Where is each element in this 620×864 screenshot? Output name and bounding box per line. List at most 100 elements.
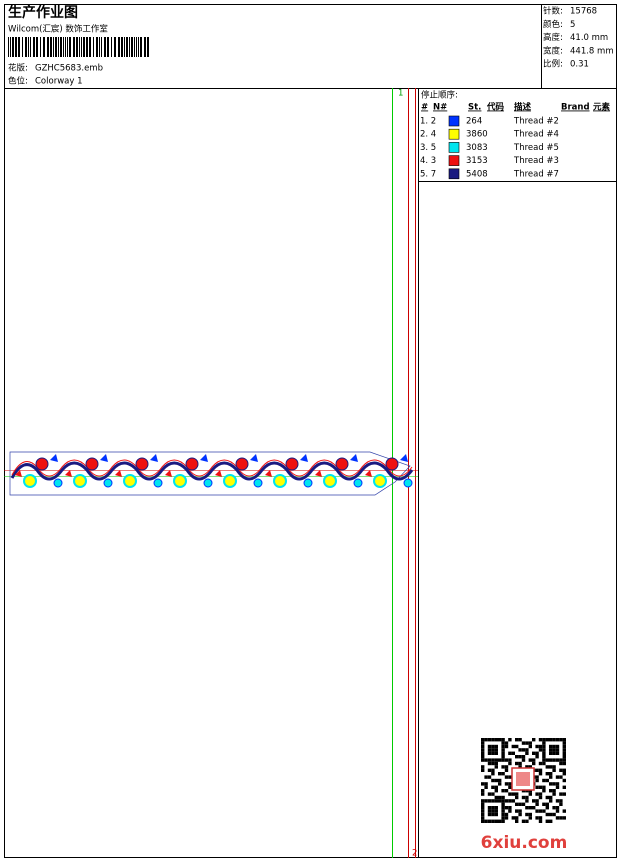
qr-cell [549, 765, 553, 769]
qr-cell [515, 755, 519, 759]
qr-cell [538, 816, 543, 820]
qr-cell [494, 795, 498, 800]
stat-value: 441.8 mm [570, 46, 614, 56]
qr-cell [498, 819, 502, 823]
stat-value: 15768 [570, 7, 597, 17]
qr-cell [491, 744, 495, 749]
qr-cell [528, 765, 532, 769]
qr-cell [545, 738, 549, 742]
qr-cell [491, 799, 495, 803]
qr-cell [491, 761, 495, 766]
qr-cell [504, 744, 509, 749]
column-header: St. [468, 103, 481, 113]
swirl [223, 474, 237, 488]
qr-cell [481, 809, 485, 813]
qr-cell [501, 751, 505, 755]
qr-cell [481, 744, 485, 749]
qr-cell [481, 738, 485, 742]
bar [126, 37, 128, 57]
swirl [85, 457, 99, 471]
qr-cell [562, 792, 566, 796]
qr-cell [525, 795, 529, 800]
qr-cell [501, 748, 505, 752]
qr-cell [521, 795, 526, 800]
qr-cell [521, 741, 526, 745]
swirl [303, 478, 313, 488]
qr-cell [515, 802, 519, 806]
qr-cell [528, 744, 532, 749]
qr-cell [562, 744, 566, 749]
qr-cell [508, 785, 512, 789]
qr-cell [484, 782, 488, 786]
qr-cell [552, 758, 556, 762]
qr-cell [487, 738, 492, 742]
colorway-label: 色位: [8, 76, 28, 87]
bar [76, 37, 78, 57]
qr-cell [532, 738, 536, 742]
qr-cell [481, 802, 485, 806]
swirl [153, 478, 163, 488]
qr-cell [498, 778, 502, 783]
swirl [35, 457, 49, 471]
qr-cell [562, 816, 566, 820]
qr-cell [494, 748, 498, 752]
thread-description: Thread #4 [513, 130, 559, 140]
stat-label: 颜色: [543, 19, 563, 30]
qr-cell [515, 795, 519, 800]
qr-cell [494, 819, 498, 823]
qr-cell [538, 748, 543, 752]
leaf [200, 454, 208, 462]
qr-cell [562, 758, 566, 762]
stop-title: 停止顺序: [421, 90, 458, 101]
qr-cell [501, 806, 505, 810]
qr-cell [494, 751, 498, 755]
qr-cell [511, 816, 515, 820]
qr-cell [491, 738, 495, 742]
qr-cell [559, 802, 563, 806]
qr-cell [535, 799, 539, 803]
qr-cell [549, 758, 553, 762]
qr-cell [481, 755, 485, 759]
qr-cell [487, 758, 492, 762]
qr-cell [481, 768, 485, 772]
qr-cell [494, 738, 498, 742]
qr-cell [549, 789, 553, 793]
qr-cell [552, 812, 556, 817]
qr-cell [498, 758, 502, 762]
file-name: GZHC5683.emb [35, 64, 103, 74]
qr-cell [552, 748, 556, 752]
swirl [403, 478, 413, 488]
qr-cell [542, 809, 546, 813]
bar [89, 37, 91, 57]
outline [9, 451, 411, 496]
stat-label: 针数: [543, 6, 563, 17]
bar [93, 37, 94, 57]
qr-cell [491, 812, 495, 817]
qr-cell [542, 755, 546, 759]
qr-cell [501, 795, 505, 800]
qr-cell [545, 778, 549, 783]
qr-cell [501, 802, 505, 806]
qr-cell [504, 768, 509, 772]
qr-cell [535, 778, 539, 783]
qr-cell [542, 744, 546, 749]
qr-cell [511, 751, 515, 755]
qr-cell [542, 802, 546, 806]
qr-cell [508, 799, 512, 803]
qr-cell [481, 799, 485, 803]
qr-cell [535, 775, 539, 779]
swirl [173, 474, 187, 488]
qr-cell [501, 812, 505, 817]
qr-cell [508, 758, 512, 762]
bar [104, 37, 106, 57]
leaf [165, 470, 172, 477]
bar [53, 37, 54, 57]
qr-cell [481, 765, 485, 769]
guide-label: 2 [412, 849, 417, 859]
leaf [15, 470, 22, 477]
swirl [103, 478, 113, 488]
qr-cell [487, 806, 492, 810]
qr-cell [515, 819, 519, 823]
qr-cell [562, 751, 566, 755]
qr-cell [549, 799, 553, 803]
